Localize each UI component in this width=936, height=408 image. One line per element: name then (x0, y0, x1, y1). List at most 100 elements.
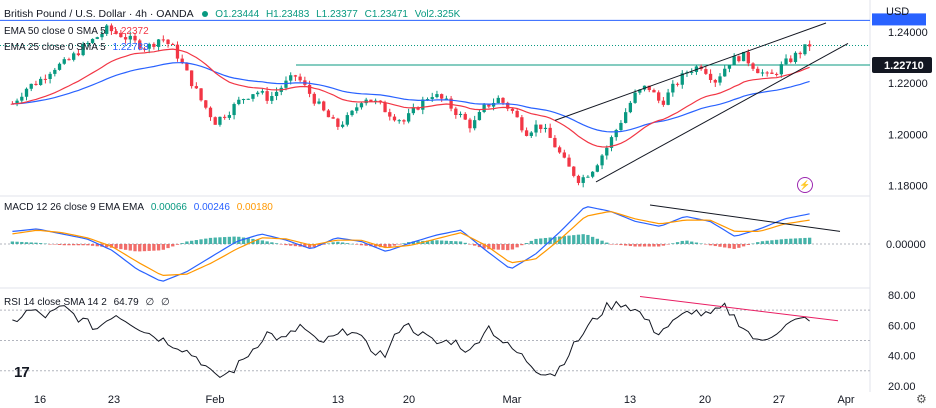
candle-body (586, 176, 590, 178)
macd-histogram-group (10, 234, 812, 252)
candle-body (142, 48, 147, 50)
candle-body (741, 51, 746, 62)
candle-body (647, 85, 651, 91)
gear-icon[interactable]: ⚙ (916, 392, 927, 406)
candle-body (34, 83, 38, 85)
candle-body (440, 94, 444, 99)
macd-histogram-bar (223, 237, 227, 244)
macd-histogram-bar (713, 244, 717, 247)
tradingview-logo[interactable]: 17 (14, 364, 30, 381)
macd-signal-value: 0.00180 (236, 202, 273, 213)
rsi-value: 64.79 (113, 297, 139, 308)
candle-body (270, 96, 274, 101)
candle-body (232, 104, 236, 116)
candle-body (624, 112, 628, 123)
rsi-divergence-line (639, 296, 839, 322)
candle-body (171, 44, 175, 46)
symbol-header: British Pound / U.S. Dollar · 4h · OANDA… (4, 8, 464, 21)
macd-histogram-bar (199, 239, 203, 244)
candle-body (10, 103, 15, 105)
macd-histogram-bar (666, 244, 670, 245)
macd-histogram-bar (355, 244, 359, 245)
macd-histogram-bar (440, 240, 444, 244)
candle-body (737, 56, 741, 62)
macd-histogram-bar (161, 244, 165, 250)
macd-histogram-bar (279, 244, 283, 245)
time-tick-label: 23 (108, 394, 120, 406)
candle-body (392, 116, 397, 121)
candle-body (152, 43, 156, 47)
symbol-title[interactable]: British Pound / U.S. Dollar · 4h · OANDA (4, 8, 194, 20)
candle-body (524, 130, 529, 136)
rsi-legend[interactable]: RSI 14 close SMA 14 2 64.79 ∅ ∅ (4, 297, 174, 309)
candle-body (435, 94, 439, 98)
candle-body (807, 44, 812, 47)
macd-histogram-bar (727, 244, 732, 249)
candle-body (666, 92, 670, 105)
candle-body (473, 120, 477, 129)
candle-body (548, 127, 552, 138)
candle-body (67, 59, 71, 61)
resistance-price-tag (872, 13, 926, 26)
macd-histogram-bar (482, 244, 486, 249)
macd-histogram-bar (105, 244, 109, 248)
macd-histogram-bar (312, 244, 316, 248)
candle-body (265, 91, 269, 101)
macd-legend[interactable]: MACD 12 26 close 9 EMA EMA 0.00066 0.002… (4, 202, 277, 214)
rsi-tick-label: 20.00 (888, 381, 916, 393)
candle-body (704, 69, 708, 74)
macd-histogram-bar (29, 242, 33, 244)
candle-body (138, 40, 142, 49)
candle-body (350, 110, 354, 116)
candle-body (218, 116, 222, 125)
macd-histogram-bar (142, 244, 147, 252)
macd-histogram-bar (609, 244, 614, 245)
macd-histogram-bar (194, 240, 198, 244)
last-price-label: 1.22710 (884, 60, 924, 72)
candle-body (109, 25, 114, 32)
macd-histogram-bar (39, 243, 43, 244)
candle-body (553, 137, 557, 148)
ema25-legend[interactable]: EMA 25 close 0 SMA 5 1.22783 (4, 42, 153, 54)
macd-histogram-bar (307, 244, 312, 248)
macd-histogram-bar (487, 244, 491, 250)
candle-body (619, 122, 623, 131)
candle-body (204, 100, 208, 108)
macd-histogram-bar (227, 236, 232, 244)
macd-histogram-bar (430, 240, 434, 244)
macd-histogram-bar (529, 240, 533, 244)
candle-body (161, 39, 165, 41)
candle-body (237, 99, 241, 105)
macd-histogram-bar (303, 244, 307, 248)
candle-body (48, 73, 52, 79)
currency-selector[interactable]: USD (886, 6, 910, 18)
macd-histogram-bar (685, 240, 689, 244)
macd-histogram-bar (331, 242, 335, 244)
candle-body (260, 91, 265, 93)
candle-body (194, 86, 198, 89)
macd-histogram-bar (774, 239, 779, 244)
lightning-bolt-icon[interactable]: ⚡ (797, 177, 813, 193)
macd-histogram-bar (628, 244, 633, 247)
candle-body (76, 53, 81, 56)
candle-body (774, 73, 779, 75)
macd-histogram-bar (138, 244, 142, 252)
candle-body (180, 58, 184, 64)
macd-histogram-bar (756, 242, 760, 244)
ema50-legend[interactable]: EMA 50 close 0 SMA 5 1.22372 (4, 26, 153, 38)
macd-histogram-bar (449, 240, 453, 244)
candle-body (421, 99, 425, 110)
candle-body (227, 115, 232, 118)
macd-histogram-bar (614, 244, 618, 245)
candle-body (223, 116, 227, 118)
macd-histogram-bar (562, 236, 566, 244)
candle-body (425, 99, 430, 101)
candle-body (105, 25, 109, 34)
macd-histogram-bar (270, 242, 274, 244)
candle-body (57, 63, 62, 70)
macd-histogram-bar (171, 244, 175, 247)
candle-body (746, 51, 750, 64)
market-status-dot (202, 11, 209, 18)
